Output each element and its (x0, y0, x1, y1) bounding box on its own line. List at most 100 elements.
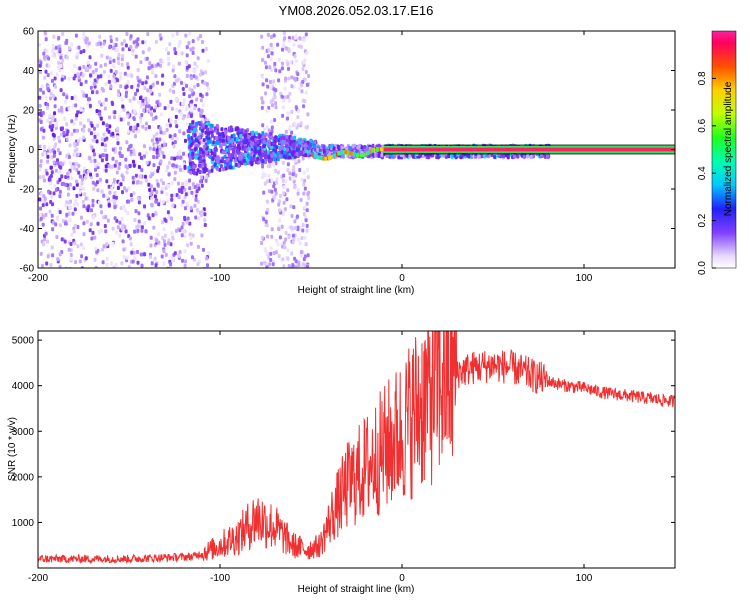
heatmap-cell (291, 263, 295, 268)
heatmap-cell (167, 161, 171, 165)
heatmap-cell (222, 167, 225, 172)
heatmap-cell (264, 91, 268, 96)
heatmap-cell (293, 158, 297, 163)
heatmap-cell (270, 234, 274, 239)
heatmap-cell (72, 229, 76, 234)
heatmap-cell (282, 191, 286, 196)
heatmap-cell (268, 262, 272, 267)
heatmap-cell (234, 127, 238, 132)
heatmap-cell (131, 180, 135, 185)
heatmap-cell (302, 104, 306, 109)
heatmap-cell (96, 132, 100, 137)
heatmap-cell (305, 223, 309, 228)
heatmap-cell (45, 202, 49, 207)
heatmap-cell (51, 78, 54, 83)
heatmap-cell (78, 190, 82, 195)
heatmap-cell (108, 56, 112, 61)
heatmap-cell (205, 82, 209, 87)
heatmap-cell (42, 51, 46, 56)
heatmap-cell (132, 128, 136, 133)
heatmap-cell (100, 137, 104, 142)
heatmap-cell (300, 250, 304, 255)
heatmap-cell (199, 113, 203, 118)
heatmap-cell (149, 85, 153, 90)
heatmap-cell (49, 181, 53, 186)
heatmap-cell (158, 198, 162, 203)
heatmap-cell (305, 208, 309, 213)
heatmap-cell (75, 179, 79, 184)
heatmap-cell (39, 60, 43, 65)
heatmap-cell (43, 151, 47, 156)
heatmap-cell (259, 156, 263, 161)
heatmap-cell (51, 53, 55, 58)
heatmap-cell (303, 254, 307, 259)
heatmap-cell (377, 153, 381, 158)
heatmap-cell (118, 233, 122, 238)
heatmap-cell (393, 154, 397, 158)
heatmap-cell (201, 150, 205, 155)
heatmap-cell (285, 134, 289, 139)
heatmap-cell (47, 64, 51, 69)
heatmap-cell (54, 123, 58, 128)
heatmap-cell (198, 72, 202, 77)
heatmap-cell (54, 45, 58, 50)
heatmap-cell (141, 98, 145, 103)
heatmap-cell (114, 263, 118, 268)
heatmap-cell (204, 178, 208, 183)
heatmap-cell (106, 218, 110, 223)
heatmap-cell (100, 189, 104, 194)
heatmap-cell (344, 150, 348, 155)
heatmap-cell (185, 202, 189, 206)
heatmap-cell (87, 204, 91, 209)
heatmap-cell (158, 137, 162, 142)
heatmap-cell (281, 257, 285, 262)
heatmap-cell (188, 139, 192, 144)
heatmap-cell (271, 262, 275, 267)
y-tick-label: 40 (23, 66, 35, 77)
heatmap-cell (121, 104, 125, 109)
heatmap-cell (264, 155, 267, 160)
heatmap-cell (132, 250, 136, 255)
heatmap-cell (292, 136, 296, 140)
heatmap-cell (94, 61, 98, 66)
heatmap-cell (42, 128, 46, 133)
heatmap-cell (277, 138, 281, 143)
heatmap-cell (68, 143, 72, 148)
heatmap-cell (54, 142, 58, 147)
heatmap-cell (125, 140, 129, 145)
heatmap-cell (55, 235, 59, 239)
heatmap-cell (283, 245, 287, 250)
heatmap-cell (116, 225, 120, 230)
heatmap-cell (144, 96, 148, 101)
heatmap-cell (254, 160, 258, 165)
heatmap-cell (87, 128, 91, 133)
heatmap-cell (286, 188, 290, 193)
heatmap-cell (349, 151, 353, 156)
heatmap-cell (161, 81, 164, 86)
heatmap-cell (323, 152, 327, 157)
heatmap-cell (166, 56, 170, 61)
heatmap-cell (351, 143, 355, 148)
heatmap-cell (172, 89, 176, 94)
heatmap-cell (316, 147, 320, 152)
heatmap-cell (105, 123, 109, 128)
heatmap-cell (104, 164, 108, 169)
heatmap-cell (269, 258, 273, 262)
heatmap-cell (182, 131, 186, 136)
heatmap-cell (280, 145, 284, 150)
heatmap-cell (274, 101, 278, 106)
heatmap-cell (235, 136, 239, 141)
heatmap-cell (300, 151, 304, 156)
heatmap-cell (126, 80, 130, 84)
heatmap-cell (292, 205, 296, 210)
heatmap-cell (242, 140, 246, 145)
heatmap-cell (221, 138, 225, 143)
heatmap-cell (170, 106, 174, 111)
heatmap-cell (99, 204, 103, 209)
heatmap-cell (313, 140, 317, 145)
heatmap-cell (253, 146, 257, 150)
heatmap-cell (340, 145, 344, 150)
heatmap-cell (166, 104, 170, 109)
heatmap-cell (158, 102, 162, 107)
heatmap-cell (123, 39, 126, 44)
